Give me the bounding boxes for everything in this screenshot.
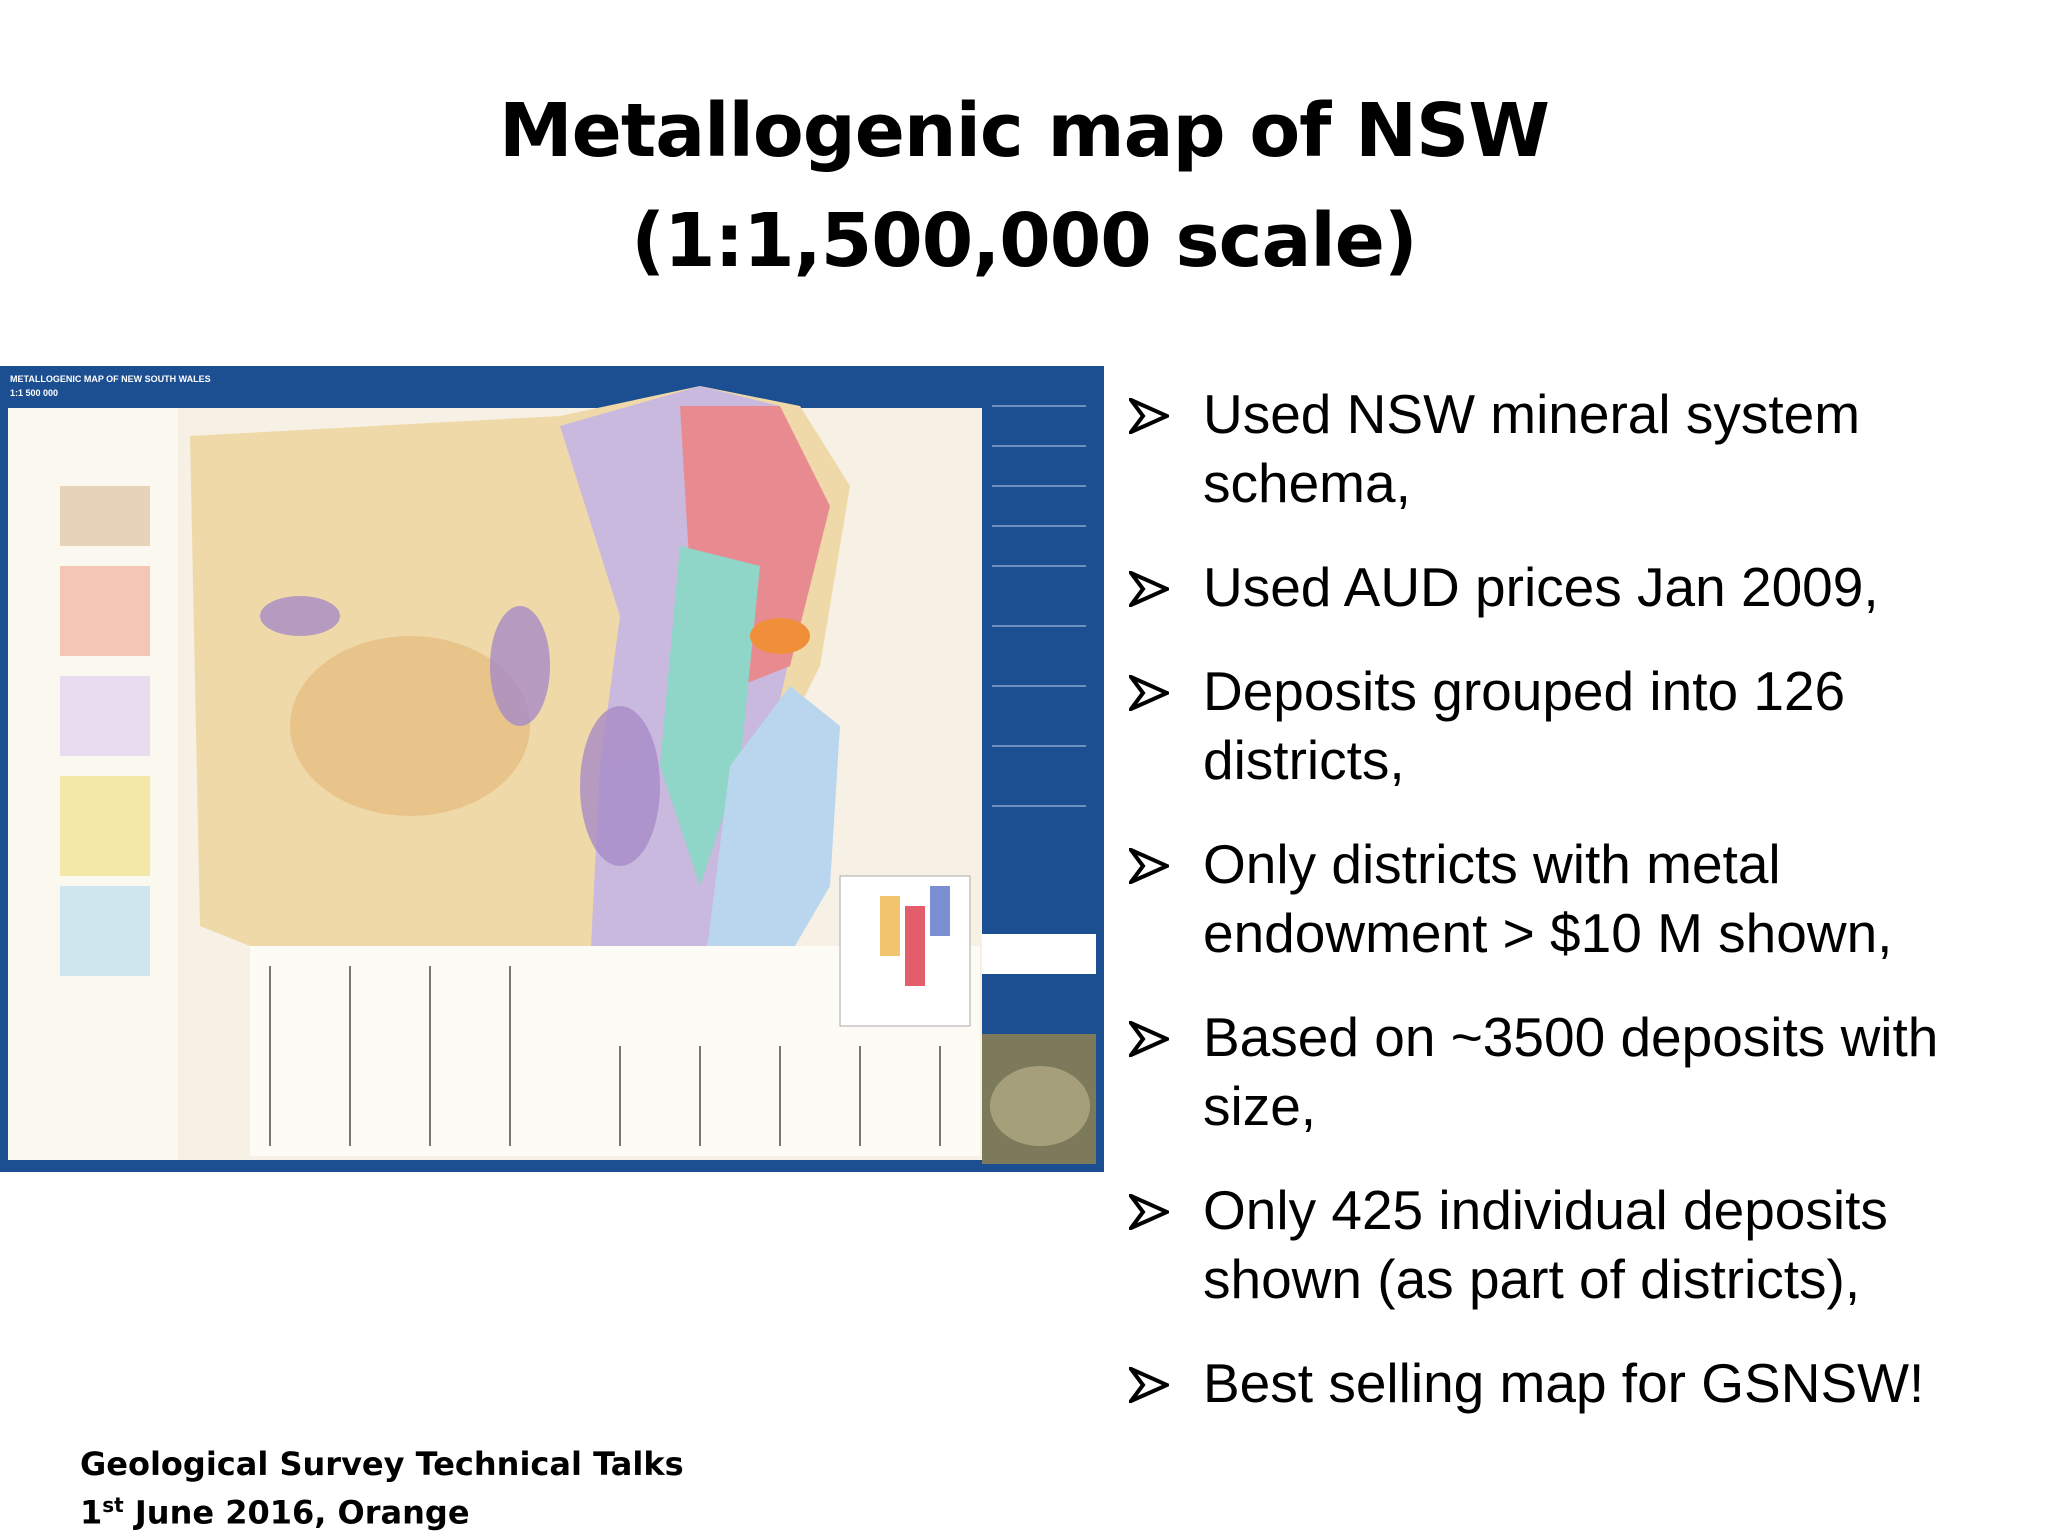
footer-day: 1 <box>80 1493 103 1532</box>
bullet: Deposits grouped into 126 districts, <box>1129 657 2009 795</box>
bullet: Based on ~3500 deposits with size, <box>1129 1003 2009 1141</box>
bullet-text: Only 425 individual deposits shown (as p… <box>1203 1179 1888 1310</box>
bullet: Only districts with metal endowment > $1… <box>1129 830 2009 968</box>
bullet: Best selling map for GSNSW! <box>1129 1349 2009 1418</box>
bullet-text: Best selling map for GSNSW! <box>1203 1352 1925 1414</box>
map-image: METALLOGENIC MAP OF NEW SOUTH WALES 1:1 … <box>0 366 1104 1172</box>
title: Metallogenic map of NSW <box>499 88 1550 174</box>
bullet-text: Used AUD prices Jan 2009, <box>1203 556 1879 618</box>
title: (1:1,500,000 scale) <box>631 198 1418 284</box>
bullet: Only 425 individual deposits shown (as p… <box>1129 1176 2009 1314</box>
footer-rest: June 2016, Orange <box>123 1493 470 1532</box>
footer-date: 1st June 2016, Orange <box>80 1493 470 1532</box>
footer-line: Geological Survey Technical Talks <box>80 1445 684 1483</box>
map-scale: 1:1 500 000 <box>10 388 58 398</box>
map-heading: METALLOGENIC MAP OF NEW SOUTH WALES <box>10 374 211 384</box>
bullet-text: Only districts with metal endowment > $1… <box>1203 833 1893 964</box>
bullet-text: Based on ~3500 deposits with size, <box>1203 1006 1939 1137</box>
bullet: Used NSW mineral system schema, <box>1129 380 2009 518</box>
footer-ordinal: st <box>102 1493 124 1517</box>
bullet-text: Deposits grouped into 126 districts, <box>1203 660 1846 791</box>
bullet: Used AUD prices Jan 2009, <box>1129 553 2009 622</box>
bullet-text: Used NSW mineral system schema, <box>1203 383 1861 514</box>
